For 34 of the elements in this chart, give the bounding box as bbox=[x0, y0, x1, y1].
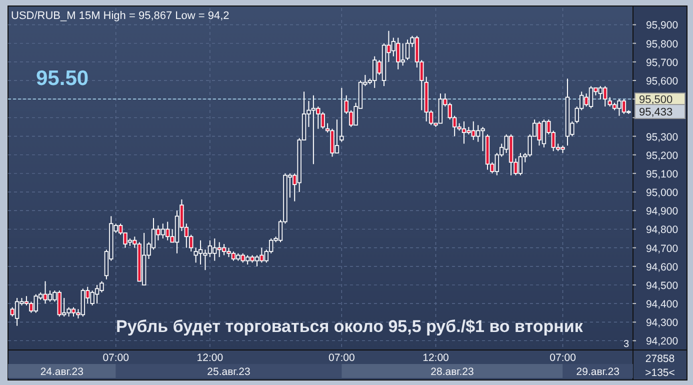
y-tick-label: 95,200 bbox=[646, 150, 678, 162]
text: 25.авг.23 bbox=[207, 366, 250, 378]
y-tick-label: 94,600 bbox=[646, 261, 678, 274]
x-tick-label: 07:00 bbox=[550, 352, 576, 364]
text: 95,433 bbox=[639, 106, 673, 119]
y-tick-label: 95,800 bbox=[646, 38, 678, 50]
text: 28.авг.23 bbox=[430, 366, 474, 378]
y-tick-label: 95,700 bbox=[646, 56, 678, 69]
y-tick-label: 94,900 bbox=[646, 206, 678, 218]
x-tick-label: 12:00 bbox=[422, 352, 450, 364]
y-tick-label: 94,300 bbox=[646, 317, 678, 330]
y-tick-label: 94,400 bbox=[646, 298, 678, 311]
text: >135< bbox=[645, 367, 675, 379]
y-tick-label: 95,600 bbox=[646, 75, 678, 88]
y-tick-label: 95,100 bbox=[646, 168, 678, 180]
y-tick-label: 95,900 bbox=[646, 20, 678, 32]
y-tick-label: 94,800 bbox=[646, 224, 678, 236]
text: Рубль будет торговаться около 95,5 руб./$1 во вторник bbox=[116, 317, 584, 336]
text: 24.авг.23 bbox=[40, 366, 84, 378]
x-tick-label: 12:00 bbox=[196, 352, 224, 364]
ref-line-label: 95,500 bbox=[639, 94, 673, 106]
x-tick-label: 07:00 bbox=[102, 352, 130, 364]
y-tick-label: 94,700 bbox=[646, 242, 678, 255]
y-tick-label: 95,300 bbox=[646, 131, 678, 144]
y-tick-label: 94,500 bbox=[646, 280, 678, 292]
annotation: USD/RUB_M 15M High = 95,867 Low = 94,2 bbox=[11, 10, 230, 22]
x-tick-label: 07:00 bbox=[328, 352, 355, 364]
candlestick bbox=[340, 87, 344, 142]
y-tick-label: 94,200 bbox=[646, 336, 678, 348]
text: 29.авг.23 bbox=[576, 366, 620, 378]
y-tick-label: 95,000 bbox=[646, 187, 678, 200]
annotation: 95.50 bbox=[36, 67, 89, 90]
annotation: 3 bbox=[623, 339, 630, 350]
text: 27858 bbox=[645, 353, 675, 365]
